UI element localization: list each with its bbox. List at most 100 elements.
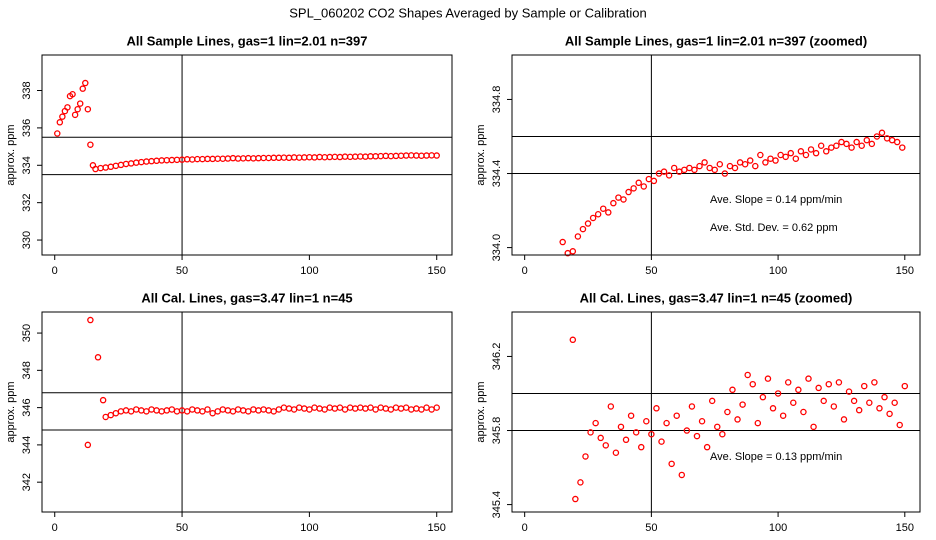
panel-title: All Sample Lines, gas=1 lin=2.01 n=397 (… [565,33,867,48]
data-point [643,418,650,425]
data-point [739,401,746,408]
data-point [714,423,721,431]
data-point [84,441,92,449]
data-point [820,397,827,405]
x-tick-label: 0 [522,522,528,534]
data-point [800,408,807,416]
data-point [663,419,670,427]
data-point [790,399,797,406]
y-tick-label: 345.4 [491,491,503,519]
data-point [599,205,607,212]
data-point [863,136,871,144]
data-point [433,404,440,411]
data-point [805,375,812,382]
data-point [670,164,678,172]
data-point [698,418,706,425]
data-point [876,405,883,412]
data-point [584,220,592,227]
data-point [673,412,680,419]
figure-title: SPL_060202 CO2 Shapes Averaged by Sample… [289,5,647,20]
data-point [848,144,855,151]
y-tick-label: 334.4 [491,160,503,188]
data-point [94,354,102,361]
annotation: Ave. Slope = 0.14 ppm/min [710,194,842,206]
y-tick-label: 334 [21,156,33,174]
data-point [731,164,739,172]
data-point [678,471,686,479]
data-point [762,159,769,166]
data-point [691,166,698,174]
y-tick-label: 346.2 [491,343,503,371]
data-point [878,129,886,137]
data-point [56,119,64,126]
y-tick-label: 336 [21,119,33,137]
x-tick-label: 0 [52,522,58,534]
data-point [774,390,782,397]
data-point [830,403,838,410]
y-tick-label: 334.0 [491,234,503,262]
data-point [787,149,795,157]
data-point [899,144,906,151]
data-point [577,479,584,486]
data-point [587,429,594,436]
data-point [648,430,655,438]
data-point [815,384,822,392]
data-point [640,183,648,190]
x-tick-label: 0 [522,265,528,277]
data-point [795,386,802,394]
y-tick-label: 338 [21,81,33,99]
data-point [635,179,642,187]
data-point [620,196,627,203]
data-point [802,151,810,159]
data-point [607,403,615,410]
data-point [891,399,898,406]
data-point [810,423,817,431]
data-point [84,105,92,113]
data-point [807,146,815,153]
y-tick-label: 346 [21,398,33,416]
data-point [822,148,830,155]
plot-frame [511,54,921,256]
data-point [754,419,762,427]
y-tick-label: 348 [21,361,33,379]
data-point [688,403,696,410]
data-point [840,416,848,423]
data-point [622,436,630,444]
data-point [87,316,94,324]
data-point [792,155,800,162]
data-point [627,412,635,419]
data-point [653,405,660,412]
data-point [817,142,825,149]
data-point [871,379,878,386]
data-point [630,185,637,192]
data-point [54,130,61,137]
x-tick-label: 50 [176,265,188,277]
data-point [711,166,718,174]
y-tick-label: 334.8 [491,86,503,114]
data-point [658,438,665,445]
y-tick-label: 342 [21,473,33,491]
data-point [612,449,620,456]
data-point [724,408,731,416]
data-point [572,495,579,503]
data-point [625,188,632,196]
data-point [866,399,873,406]
data-point [597,434,604,442]
data-point [853,138,860,146]
data-point [868,140,876,148]
data-point [617,423,625,431]
data-point [610,199,617,207]
y-axis-label: approx. ppm [5,381,17,442]
data-point [87,141,94,148]
x-tick-label: 150 [428,265,446,277]
panel-title: All Cal. Lines, gas=3.47 lin=1 n=45 (zoo… [580,290,853,305]
y-axis-label: approx. ppm [475,124,487,185]
x-tick-label: 100 [300,522,318,534]
data-point [886,410,893,418]
y-tick-label: 350 [21,324,33,342]
data-point [744,371,751,379]
data-point [782,153,789,161]
data-point [433,152,440,159]
